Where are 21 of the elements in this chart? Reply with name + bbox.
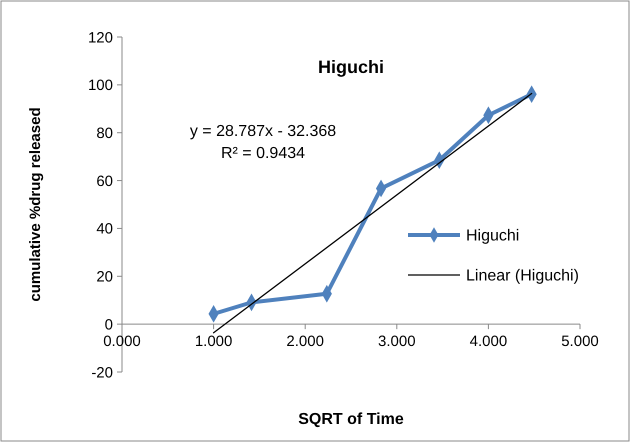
x-tick-label: 2.000 bbox=[286, 333, 324, 350]
y-tick-label: 40 bbox=[96, 220, 113, 238]
y-tick-label: -20 bbox=[91, 364, 113, 382]
y-tick-label: 100 bbox=[88, 77, 113, 94]
y-axis-title: cumulative %drug released bbox=[27, 107, 44, 302]
x-tick-label: 5.000 bbox=[561, 333, 599, 350]
legend-label: Linear (Higuchi) bbox=[466, 268, 579, 285]
x-tick-label: 1.000 bbox=[194, 333, 232, 350]
x-tick-label: 4.000 bbox=[470, 333, 508, 350]
text: Higuchi bbox=[318, 57, 384, 77]
y-tick-label: 80 bbox=[96, 124, 113, 142]
y-tick-label: 20 bbox=[96, 268, 113, 286]
x-tick-label: 3.000 bbox=[378, 333, 416, 350]
annotation: R² = 0.9434 bbox=[220, 145, 306, 162]
y-tick-label: 0 bbox=[104, 316, 113, 334]
y-tick-label: 120 bbox=[88, 29, 113, 46]
annotation: y = 28.787x - 32.368 bbox=[190, 123, 336, 140]
x-axis-title: SQRT of Time bbox=[298, 411, 404, 428]
x-tick-label: 0.000 bbox=[103, 333, 141, 350]
legend-label: Higuchi bbox=[466, 228, 520, 245]
y-tick-label: 60 bbox=[96, 172, 113, 190]
